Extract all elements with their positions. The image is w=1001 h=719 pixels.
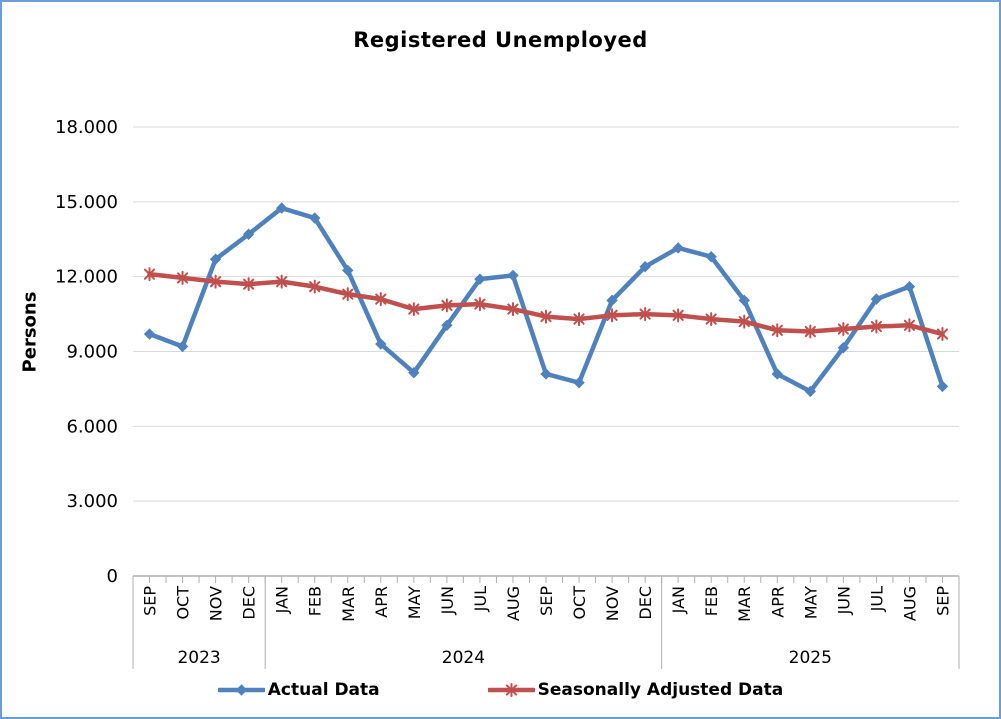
- x-tick-label: JUN: [438, 586, 457, 615]
- x-tick-label: AUG: [900, 586, 919, 621]
- legend-label-actual-data: Actual Data: [267, 680, 380, 700]
- diamond-marker-icon: [176, 340, 189, 353]
- x-tick-label: NOV: [207, 586, 226, 621]
- diamond-marker-icon: [870, 293, 883, 305]
- diamond-marker-icon: [309, 212, 321, 224]
- asterisk-marker-icon: [771, 323, 783, 338]
- asterisk-marker-icon: [738, 314, 750, 329]
- asterisk-marker-icon: [705, 312, 717, 327]
- legend-item-actual-data: Actual Data: [217, 680, 380, 700]
- asterisk-marker-icon: [176, 270, 189, 285]
- diamond-marker-icon: [804, 385, 817, 398]
- x-tick-label: SEP: [537, 586, 556, 616]
- diamond-marker-icon: [143, 328, 156, 340]
- diamond-marker-icon: [441, 319, 453, 332]
- diamond-marker-icon: [275, 202, 288, 214]
- diamond-marker-icon: [837, 342, 850, 354]
- asterisk-marker-icon: [309, 279, 321, 294]
- diamond-marker-icon: [639, 260, 651, 273]
- asterisk-marker-icon: [408, 302, 420, 317]
- diamond-marker-icon: [540, 368, 552, 380]
- asterisk-marker-icon: [474, 297, 486, 312]
- diamond-marker-icon: [672, 242, 684, 254]
- asterisk-marker-icon: [639, 307, 651, 322]
- x-tick-label: JUL: [471, 586, 490, 612]
- diamond-marker-icon: [573, 376, 585, 389]
- x-tick-label: APR: [768, 586, 787, 618]
- asterisk-marker-icon: [505, 683, 517, 697]
- x-tick-label: SEP: [141, 586, 160, 616]
- asterisk-marker-icon: [804, 324, 816, 339]
- x-tick-label: MAY: [801, 586, 820, 620]
- legend-label-seasonally-adjusted: Seasonally Adjusted Data: [537, 680, 784, 700]
- asterisk-marker-icon: [276, 274, 288, 289]
- year-label: 2025: [789, 648, 832, 668]
- seasonally-adjusted-data-line: [147, 271, 945, 337]
- x-tick-label: MAR: [735, 586, 754, 622]
- asterisk-marker-icon: [143, 267, 156, 282]
- diamond-marker-icon: [474, 273, 486, 285]
- diamond-marker-icon: [242, 228, 255, 240]
- diamond-marker-icon: [738, 294, 750, 307]
- asterisk-marker-icon: [573, 312, 585, 327]
- asterisk-marker-icon: [870, 319, 882, 334]
- y-tick-label: 15.000: [55, 192, 118, 213]
- diamond-marker-icon: [705, 251, 717, 263]
- asterisk-marker-icon: [441, 298, 453, 313]
- x-tick-label: OCT: [570, 586, 589, 620]
- asterisk-marker-icon: [375, 292, 387, 307]
- y-tick-label: 12.000: [55, 267, 118, 288]
- x-tick-label: AUG: [504, 586, 523, 621]
- year-label: 2024: [442, 648, 485, 668]
- asterisk-marker-icon: [837, 322, 849, 337]
- x-tick-label: SEP: [933, 586, 952, 616]
- y-tick-label: 9.000: [66, 342, 118, 363]
- y-tick-label: 0: [107, 566, 118, 587]
- x-tick-label: MAY: [405, 586, 424, 620]
- x-tick-label: DEC: [240, 586, 259, 620]
- asterisk-marker-icon: [243, 277, 255, 292]
- legend-item-seasonally-adjusted: Seasonally Adjusted Data: [487, 680, 784, 700]
- asterisk-marker-icon: [507, 302, 519, 317]
- seasonally-adjusted-series-sample: [487, 683, 535, 697]
- asterisk-marker-icon: [342, 287, 354, 302]
- diamond-marker-icon: [209, 253, 222, 265]
- asterisk-marker-icon: [210, 274, 222, 289]
- x-tick-label: NOV: [603, 586, 622, 621]
- actual-data-line: [147, 205, 945, 394]
- diamond-marker-icon: [771, 368, 783, 380]
- x-tick-label: JAN: [669, 586, 688, 614]
- x-tick-label: OCT: [174, 586, 193, 620]
- diamond-marker-icon: [507, 269, 519, 282]
- x-tick-label: JUL: [867, 586, 886, 612]
- actual-data-series-sample: [217, 684, 265, 696]
- x-tick-label: FEB: [306, 586, 325, 616]
- x-tick-label: JUN: [834, 586, 853, 615]
- x-tick-label: APR: [372, 586, 391, 618]
- x-tick-label: FEB: [702, 586, 721, 616]
- diamond-marker-icon: [235, 684, 247, 696]
- asterisk-marker-icon: [903, 318, 916, 333]
- asterisk-marker-icon: [540, 309, 552, 324]
- asterisk-marker-icon: [936, 327, 949, 342]
- x-tick-label: DEC: [636, 586, 655, 620]
- diamond-marker-icon: [408, 367, 420, 379]
- diamond-marker-icon: [375, 338, 387, 350]
- year-label: 2023: [177, 648, 220, 668]
- chart-title: Registered Unemployed: [353, 28, 648, 52]
- diamond-marker-icon: [936, 380, 949, 393]
- asterisk-marker-icon: [672, 308, 684, 323]
- x-tick-label: JAN: [273, 586, 292, 614]
- x-tick-label: MAR: [339, 586, 358, 622]
- y-tick-label: 3.000: [66, 491, 118, 512]
- diamond-marker-icon: [606, 294, 618, 307]
- y-tick-label: 6.000: [66, 416, 118, 437]
- asterisk-marker-icon: [606, 308, 618, 323]
- legend: Actual Data Seasonally Adjusted Data: [2, 680, 999, 700]
- diamond-marker-icon: [903, 280, 916, 293]
- y-tick-label: 18.000: [55, 117, 118, 138]
- diamond-marker-icon: [342, 264, 354, 277]
